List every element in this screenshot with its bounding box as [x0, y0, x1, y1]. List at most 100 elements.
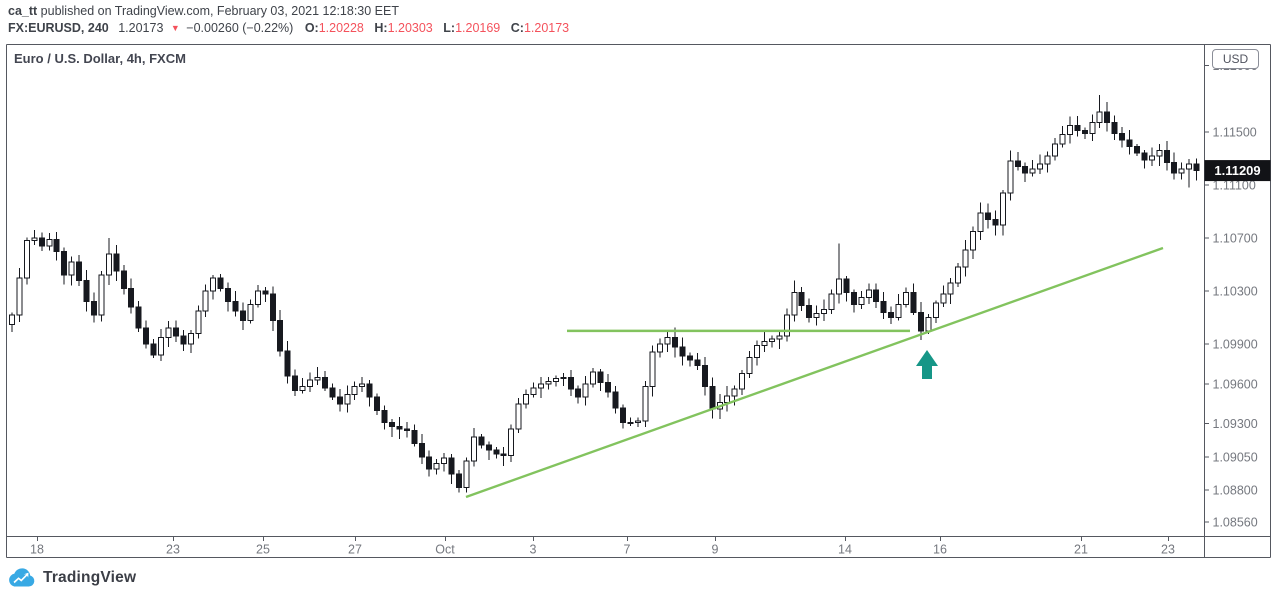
price-tick-label: 1.09300 [1213, 417, 1258, 431]
candle-body [955, 266, 962, 284]
candle-body [575, 388, 582, 398]
candle-body [76, 261, 83, 282]
candle-body [217, 277, 224, 289]
open-value: 1.20228 [318, 21, 364, 35]
high-label: H: [374, 21, 388, 35]
candle-body [254, 290, 261, 305]
candle-body [835, 278, 842, 295]
candle-body [426, 456, 433, 470]
attribution-line: ca_tt published on TradingView.com, Febr… [8, 3, 399, 19]
trendline-drawing[interactable] [465, 246, 1164, 499]
candle-body [619, 407, 626, 423]
candle-body [1014, 160, 1021, 167]
up-arrow-marker[interactable] [916, 350, 938, 379]
candle-body [284, 350, 291, 377]
candle-body [68, 261, 75, 276]
candle-body [16, 277, 23, 316]
candle-body [31, 237, 38, 242]
candle-body [903, 291, 909, 305]
candle-body [709, 386, 716, 410]
time-tick-label: 21 [1074, 543, 1088, 557]
candle-body [672, 337, 679, 348]
price-tick-label: 1.09900 [1213, 338, 1258, 352]
time-tick-label: 7 [624, 543, 631, 557]
candle-body [232, 301, 239, 312]
candle-body [46, 238, 53, 247]
candle-body [277, 319, 284, 352]
candle-body [806, 305, 813, 319]
candle-body [456, 473, 462, 488]
current-price-label: 1.11209 [1214, 163, 1260, 178]
candle-body [239, 310, 246, 321]
candle-body [686, 355, 693, 361]
candle-body [150, 343, 157, 356]
candles-layer [9, 94, 1200, 493]
low-label: L: [443, 21, 456, 35]
price-tick-label: 1.09050 [1213, 450, 1258, 464]
candle-body [1059, 134, 1066, 145]
candle-body [843, 278, 850, 293]
candle-body [850, 291, 857, 305]
candle-body [791, 291, 798, 316]
publish-info: published on TradingView.com, February 0… [37, 4, 399, 18]
time-scale[interactable]: 18 23 25 27 Oct 3 7 9 14 16 21 23 [30, 536, 1175, 557]
low-value: 1.20169 [455, 21, 501, 35]
candle-body [947, 282, 954, 295]
candle-body [515, 403, 522, 430]
candle-body [970, 230, 977, 251]
logo-text: TradingView [43, 569, 137, 586]
candle-body [1066, 124, 1073, 136]
candle-body [754, 344, 760, 358]
candle-body [679, 346, 686, 357]
candle-body [1163, 150, 1170, 163]
candle-body [344, 394, 351, 405]
candle-body [560, 376, 567, 380]
candle-body [1096, 111, 1103, 124]
candle-body [642, 386, 649, 422]
candle-body [225, 287, 232, 303]
candle-body [508, 428, 515, 457]
last-price: 1.20173 [118, 21, 164, 35]
time-tick-label: 18 [30, 543, 44, 557]
candle-body [9, 314, 15, 325]
candle-body [396, 425, 403, 430]
candle-body [418, 443, 425, 458]
candle-body [932, 302, 939, 319]
price-tick-label: 1.09600 [1213, 377, 1258, 391]
candle-body [999, 192, 1006, 226]
candle-body [105, 253, 112, 276]
pane-title[interactable]: Euro / U.S. Dollar, 4h, FXCM [14, 51, 186, 66]
currency-usd-button[interactable]: USD [1212, 49, 1259, 69]
tradingview-logo[interactable]: TradingView [7, 567, 136, 589]
candle-body [873, 289, 880, 303]
candle-body [500, 453, 507, 457]
candle-body [158, 337, 164, 356]
candle-body [1178, 168, 1185, 174]
candle-body [552, 378, 559, 382]
candle-body [530, 387, 537, 396]
candle-body [165, 327, 172, 339]
candle-body [172, 327, 179, 337]
candle-body [977, 212, 984, 232]
candle-body [1111, 122, 1118, 134]
candle-body [128, 287, 135, 308]
candle-body [1081, 130, 1088, 134]
candle-body [1119, 132, 1126, 141]
candle-body [1022, 165, 1029, 174]
candle-body [962, 249, 969, 268]
time-tick-label: 9 [712, 543, 719, 557]
candle-body [888, 311, 895, 319]
candle-body [262, 290, 269, 295]
candle-body [441, 457, 448, 464]
candle-body [940, 293, 947, 304]
candle-body [582, 383, 589, 398]
candle-body [135, 306, 142, 329]
price-scale[interactable]: 1.120001.115001.111001.107001.103001.099… [1204, 59, 1258, 529]
current-price-badge: 1.11209 [1204, 160, 1271, 182]
candle-body [739, 372, 746, 390]
candle-body [61, 250, 68, 276]
candle-body [657, 343, 664, 353]
candle-body [880, 301, 887, 313]
candle-body [917, 311, 924, 332]
